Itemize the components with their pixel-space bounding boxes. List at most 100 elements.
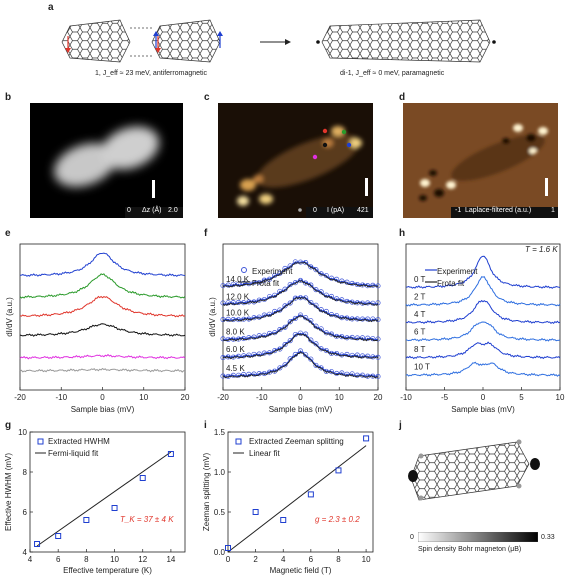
data-point (328, 275, 335, 281)
y-tick-label: 4 (23, 548, 28, 557)
series-line (19, 273, 186, 299)
panel-j-label: j (399, 420, 402, 431)
x-tick-label: 12 (138, 555, 147, 564)
data-point (220, 373, 226, 379)
data-point (303, 352, 309, 358)
chart-h: -10 -5 0 5 10 Sample bias (mV) 0 T 2 T 4 T 6 T 8 T… (400, 243, 565, 414)
y-axis-label: dI/dV (a.u.) (5, 297, 14, 337)
panel-d-filtered-image (403, 103, 558, 218)
y-axis-label: Zeeman splitting (mV) (202, 453, 211, 532)
y-tick-label: 1.5 (214, 428, 226, 437)
data-point (280, 517, 287, 523)
series-label: 4 T (414, 310, 426, 319)
data-point (287, 300, 293, 306)
series-label: 6.0 K (226, 345, 245, 354)
plot-frame (29, 431, 186, 553)
fit-line (227, 445, 367, 553)
data-point (344, 298, 350, 304)
x-tick-label: 0 (298, 393, 303, 402)
data-point (318, 271, 324, 277)
data-point (235, 299, 242, 305)
fit-line (222, 333, 379, 360)
data-point (370, 282, 376, 288)
data-point (354, 352, 360, 358)
data-point (225, 300, 231, 306)
data-point (344, 351, 350, 358)
chart-g: 4 6 8 10 12 14 4 6 8 10 Effective temperature (K) E… (4, 428, 186, 575)
x-tick-label: 6 (309, 555, 314, 564)
series-line (405, 321, 561, 342)
x-tick-label: 10 (335, 393, 344, 402)
series-line (405, 255, 561, 289)
panel-f-legend-fit: Frota fit (252, 279, 280, 288)
x-tick-label: 8 (84, 555, 89, 564)
x-tick-label: 10 (110, 555, 119, 564)
x-tick-label: 5 (519, 393, 524, 402)
x-tick-label: 0 (100, 393, 105, 402)
data-point (308, 356, 314, 362)
data-point (287, 319, 293, 325)
data-point (241, 371, 247, 378)
panel-c-cbar-max: 421 (357, 207, 369, 214)
x-tick-label: 10 (556, 393, 565, 402)
data-point (359, 335, 366, 341)
data-point (256, 351, 262, 357)
y-tick-label: 0.5 (214, 508, 226, 517)
series-label: 6 T (414, 328, 426, 337)
series-label: 2 T (414, 292, 426, 301)
data-point (303, 280, 309, 286)
panel-g-label: g (5, 420, 12, 431)
panel-a-label: a (48, 2, 54, 13)
data-point (308, 337, 314, 343)
x-tick-label: 14 (166, 555, 175, 564)
data-point (277, 365, 283, 371)
data-point (167, 451, 174, 457)
data-point (230, 300, 236, 306)
panel-d-cbar-min: -1 (455, 207, 462, 214)
data-point (365, 335, 371, 341)
data-point (344, 371, 350, 377)
y-tick-label: 0.0 (214, 548, 226, 557)
x-tick-label: -5 (441, 393, 449, 402)
y-tick-label: 6 (23, 508, 28, 517)
panel-d-label: d (399, 92, 406, 103)
fit-line (222, 261, 379, 288)
series-line (19, 295, 186, 318)
panel-a-left-caption: 1, J_eff ≈ 23 meV, antiferromagnetic (95, 70, 208, 77)
data-point (318, 346, 324, 352)
series-line (405, 276, 561, 307)
data-point (292, 259, 298, 265)
data-point (277, 346, 283, 352)
data-point (251, 351, 257, 357)
panel-d-cbar-max: 1 (551, 207, 555, 214)
data-point (359, 372, 366, 378)
series-line (222, 260, 379, 287)
data-point (225, 316, 231, 322)
data-point (375, 300, 381, 306)
data-point (297, 330, 304, 336)
fit-line (222, 315, 379, 342)
chart-f: -20 -10 0 10 20 Sample bias (mV) dI/dV (a.u.) 1… (208, 243, 383, 414)
y-axis-label: Effective HWHM (mV) (4, 453, 13, 531)
data-point (230, 372, 236, 378)
x-tick-label: 20 (181, 393, 190, 402)
data-point (220, 336, 226, 342)
chart-i: 0 2 4 6 8 10 0.0 0.5 1.0 1.5 Magnetic field (T) Zee… (202, 428, 374, 575)
panel-j-colorbar (418, 532, 538, 542)
data-point (246, 352, 252, 358)
data-point (313, 287, 319, 293)
data-point (308, 282, 314, 288)
x-tick-label: 10 (139, 393, 148, 402)
data-point (354, 372, 360, 378)
panel-b-label: b (5, 92, 12, 103)
series-line (222, 295, 379, 322)
molecule-left-2 (151, 19, 221, 63)
panel-i-label: i (204, 420, 207, 431)
molecule-right (321, 19, 491, 63)
data-point (365, 300, 371, 306)
data-point (241, 280, 247, 286)
panel-c-cbar-unit: I (pA) (327, 207, 345, 214)
data-point (235, 353, 242, 359)
data-point (230, 281, 236, 287)
data-point (297, 277, 304, 283)
